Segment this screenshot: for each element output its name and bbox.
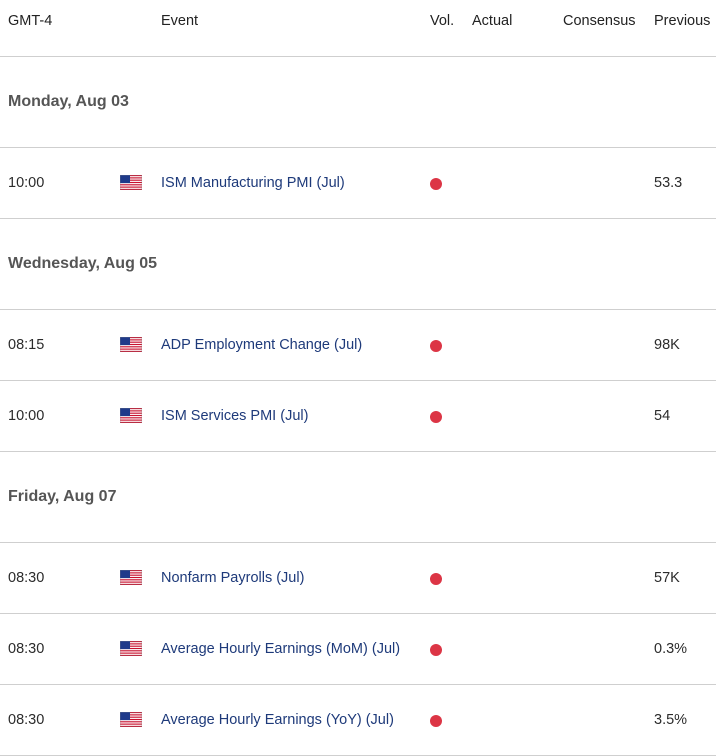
us-flag-icon: [119, 640, 143, 657]
previous-value: 54: [654, 408, 671, 424]
previous-value: 3.5%: [654, 712, 688, 728]
event-time: 10:00: [8, 175, 45, 191]
event-time: 08:30: [8, 712, 45, 728]
high-volatility-dot-icon: [430, 573, 442, 585]
previous-header: Previous: [654, 13, 711, 29]
event-name-link[interactable]: ADP Employment Change (Jul): [161, 337, 363, 353]
event-time: 08:15: [8, 337, 45, 353]
high-volatility-dot-icon: [430, 411, 442, 423]
event-row[interactable]: 10:00 ISM Services PMI (Jul) 54: [0, 381, 716, 452]
event-name-link[interactable]: Nonfarm Payrolls (Jul): [161, 570, 305, 586]
previous-value: 0.3%: [654, 641, 688, 657]
previous-value: 53.3: [654, 175, 683, 191]
event-time: 08:30: [8, 641, 45, 657]
event-row[interactable]: 08:15 ADP Employment Change (Jul) 98K: [0, 310, 716, 381]
high-volatility-dot-icon: [430, 644, 442, 656]
day-label: Wednesday, Aug 05: [8, 255, 158, 272]
event-row[interactable]: 08:30 Average Hourly Earnings (MoM) (Jul)…: [0, 614, 716, 685]
day-label: Friday, Aug 07: [8, 488, 117, 505]
us-flag-icon: [119, 569, 143, 586]
day-header-row: Friday, Aug 07: [0, 452, 716, 543]
timezone-header[interactable]: GMT-4: [8, 13, 53, 29]
actual-header: Actual: [472, 13, 513, 29]
day-header-row: Wednesday, Aug 05: [0, 219, 716, 310]
event-row[interactable]: 08:30 Nonfarm Payrolls (Jul) 57K: [0, 543, 716, 614]
day-header-row: Monday, Aug 03: [0, 57, 716, 148]
event-name-link[interactable]: ISM Manufacturing PMI (Jul): [161, 175, 345, 191]
event-header: Event: [161, 13, 199, 29]
us-flag-icon: [119, 711, 143, 728]
previous-value: 57K: [654, 570, 680, 586]
event-row[interactable]: 08:30 Average Hourly Earnings (YoY) (Jul)…: [0, 685, 716, 756]
event-name-link[interactable]: Average Hourly Earnings (YoY) (Jul): [161, 712, 394, 728]
event-name-link[interactable]: ISM Services PMI (Jul): [161, 408, 309, 424]
high-volatility-dot-icon: [430, 340, 442, 352]
high-volatility-dot-icon: [430, 715, 442, 727]
us-flag-icon: [119, 407, 143, 424]
high-volatility-dot-icon: [430, 178, 442, 190]
us-flag-icon: [119, 336, 143, 353]
us-flag-icon: [119, 174, 143, 191]
day-label: Monday, Aug 03: [8, 93, 129, 110]
consensus-header: Consensus: [563, 13, 636, 29]
previous-value: 98K: [654, 337, 680, 353]
event-time: 10:00: [8, 408, 45, 424]
volatility-header: Vol.: [430, 13, 455, 29]
table-header: GMT-4 Event Vol. Actual Consensus Previo…: [0, 0, 716, 57]
event-time: 08:30: [8, 570, 45, 586]
event-name-link[interactable]: Average Hourly Earnings (MoM) (Jul): [161, 641, 401, 657]
event-row[interactable]: 10:00 ISM Manufacturing PMI (Jul) 53.3: [0, 148, 716, 219]
